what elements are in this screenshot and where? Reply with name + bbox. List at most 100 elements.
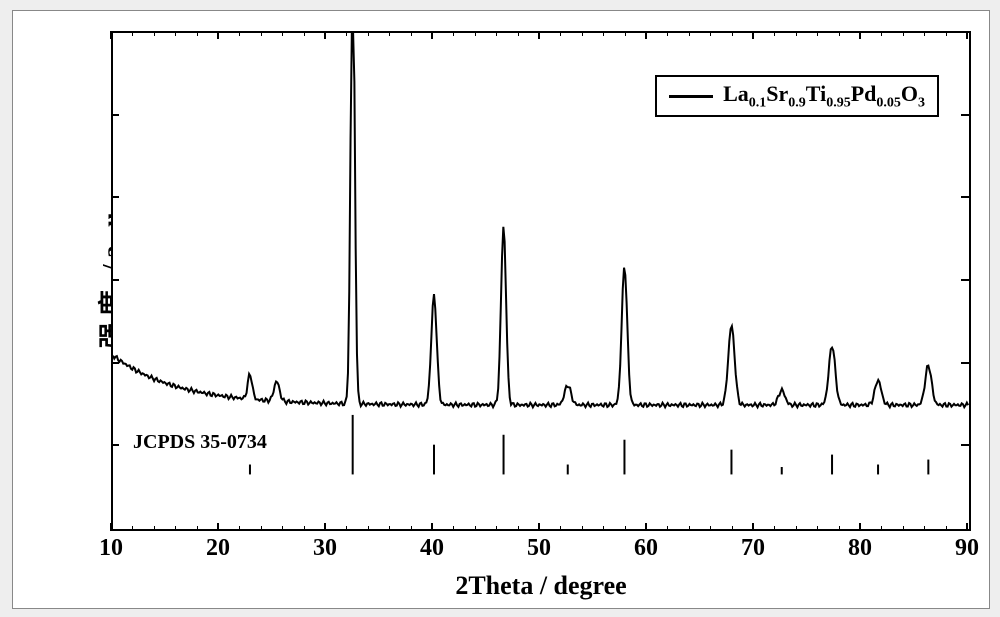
x-minor-tick: [946, 526, 947, 531]
x-minor-tick: [175, 31, 176, 36]
x-minor-tick: [903, 526, 904, 531]
x-minor-tick: [261, 526, 262, 531]
x-minor-tick: [839, 31, 840, 36]
x-tick-mark: [110, 31, 112, 39]
x-minor-tick: [346, 526, 347, 531]
x-tick-label: 40: [420, 535, 444, 562]
x-tick-label: 50: [527, 535, 551, 562]
x-minor-tick: [197, 526, 198, 531]
x-tick-mark: [217, 31, 219, 39]
x-minor-tick: [881, 526, 882, 531]
plot-area: La0.1Sr0.9Ti0.95Pd0.05O3 JCPDS 35-0734: [111, 31, 971, 531]
y-tick-mark: [111, 279, 119, 281]
x-minor-tick: [603, 31, 604, 36]
x-minor-tick: [132, 31, 133, 36]
x-tick-label: 10: [99, 535, 123, 562]
x-minor-tick: [282, 31, 283, 36]
x-minor-tick: [560, 526, 561, 531]
x-tick-mark: [859, 31, 861, 39]
x-minor-tick: [368, 31, 369, 36]
x-tick-mark: [538, 31, 540, 39]
x-minor-tick: [346, 31, 347, 36]
x-minor-tick: [625, 526, 626, 531]
x-minor-tick: [475, 31, 476, 36]
x-tick-mark: [966, 523, 968, 531]
x-tick-mark: [431, 523, 433, 531]
x-minor-tick: [411, 526, 412, 531]
x-minor-tick: [475, 526, 476, 531]
x-tick-mark: [538, 523, 540, 531]
y-tick-mark: [961, 362, 969, 364]
x-minor-tick: [817, 31, 818, 36]
y-tick-mark: [961, 279, 969, 281]
x-minor-tick: [518, 526, 519, 531]
x-tick-label: 80: [848, 535, 872, 562]
x-minor-tick: [304, 31, 305, 36]
x-minor-tick: [839, 526, 840, 531]
x-minor-tick: [239, 31, 240, 36]
y-tick-mark: [961, 444, 969, 446]
x-tick-mark: [752, 523, 754, 531]
x-minor-tick: [389, 526, 390, 531]
x-minor-tick: [796, 31, 797, 36]
x-minor-tick: [496, 31, 497, 36]
x-minor-tick: [732, 526, 733, 531]
x-tick-label: 20: [206, 535, 230, 562]
y-tick-mark: [961, 114, 969, 116]
x-minor-tick: [903, 31, 904, 36]
x-tick-mark: [645, 31, 647, 39]
figure-frame: 强度 /a.u. La0.1Sr0.9Ti0.95Pd0.05O3 JCPDS …: [0, 0, 1000, 617]
x-minor-tick: [710, 31, 711, 36]
x-minor-tick: [667, 526, 668, 531]
y-tick-mark: [961, 196, 969, 198]
x-tick-mark: [859, 523, 861, 531]
x-tick-mark: [645, 523, 647, 531]
x-minor-tick: [817, 526, 818, 531]
x-tick-mark: [324, 523, 326, 531]
x-minor-tick: [796, 526, 797, 531]
x-minor-tick: [603, 526, 604, 531]
x-minor-tick: [924, 526, 925, 531]
x-minor-tick: [689, 526, 690, 531]
x-minor-tick: [667, 31, 668, 36]
x-tick-mark: [966, 31, 968, 39]
y-tick-mark: [111, 444, 119, 446]
x-minor-tick: [154, 526, 155, 531]
x-minor-tick: [132, 526, 133, 531]
x-minor-tick: [518, 31, 519, 36]
x-minor-tick: [175, 526, 176, 531]
x-tick-mark: [110, 523, 112, 531]
x-minor-tick: [946, 31, 947, 36]
x-minor-tick: [282, 526, 283, 531]
y-tick-mark: [111, 196, 119, 198]
x-minor-tick: [389, 31, 390, 36]
x-minor-tick: [582, 31, 583, 36]
x-minor-tick: [689, 31, 690, 36]
x-minor-tick: [197, 31, 198, 36]
legend-label: La0.1Sr0.9Ti0.95Pd0.05O3: [723, 81, 925, 111]
x-minor-tick: [261, 31, 262, 36]
jcpds-reference-label: JCPDS 35-0734: [133, 431, 267, 454]
x-minor-tick: [732, 31, 733, 36]
x-minor-tick: [154, 31, 155, 36]
x-minor-tick: [496, 526, 497, 531]
x-minor-tick: [774, 526, 775, 531]
x-minor-tick: [304, 526, 305, 531]
x-tick-label: 90: [955, 535, 979, 562]
x-minor-tick: [924, 31, 925, 36]
x-tick-label: 30: [313, 535, 337, 562]
y-tick-mark: [111, 362, 119, 364]
legend-line-sample: [669, 95, 713, 98]
x-tick-label: 70: [741, 535, 765, 562]
x-minor-tick: [368, 526, 369, 531]
x-minor-tick: [774, 31, 775, 36]
x-tick-mark: [217, 523, 219, 531]
x-minor-tick: [453, 31, 454, 36]
x-axis-label: 2Theta / degree: [111, 571, 971, 601]
x-minor-tick: [411, 31, 412, 36]
x-minor-tick: [453, 526, 454, 531]
x-tick-label: 60: [634, 535, 658, 562]
x-minor-tick: [710, 526, 711, 531]
x-tick-mark: [431, 31, 433, 39]
x-minor-tick: [560, 31, 561, 36]
